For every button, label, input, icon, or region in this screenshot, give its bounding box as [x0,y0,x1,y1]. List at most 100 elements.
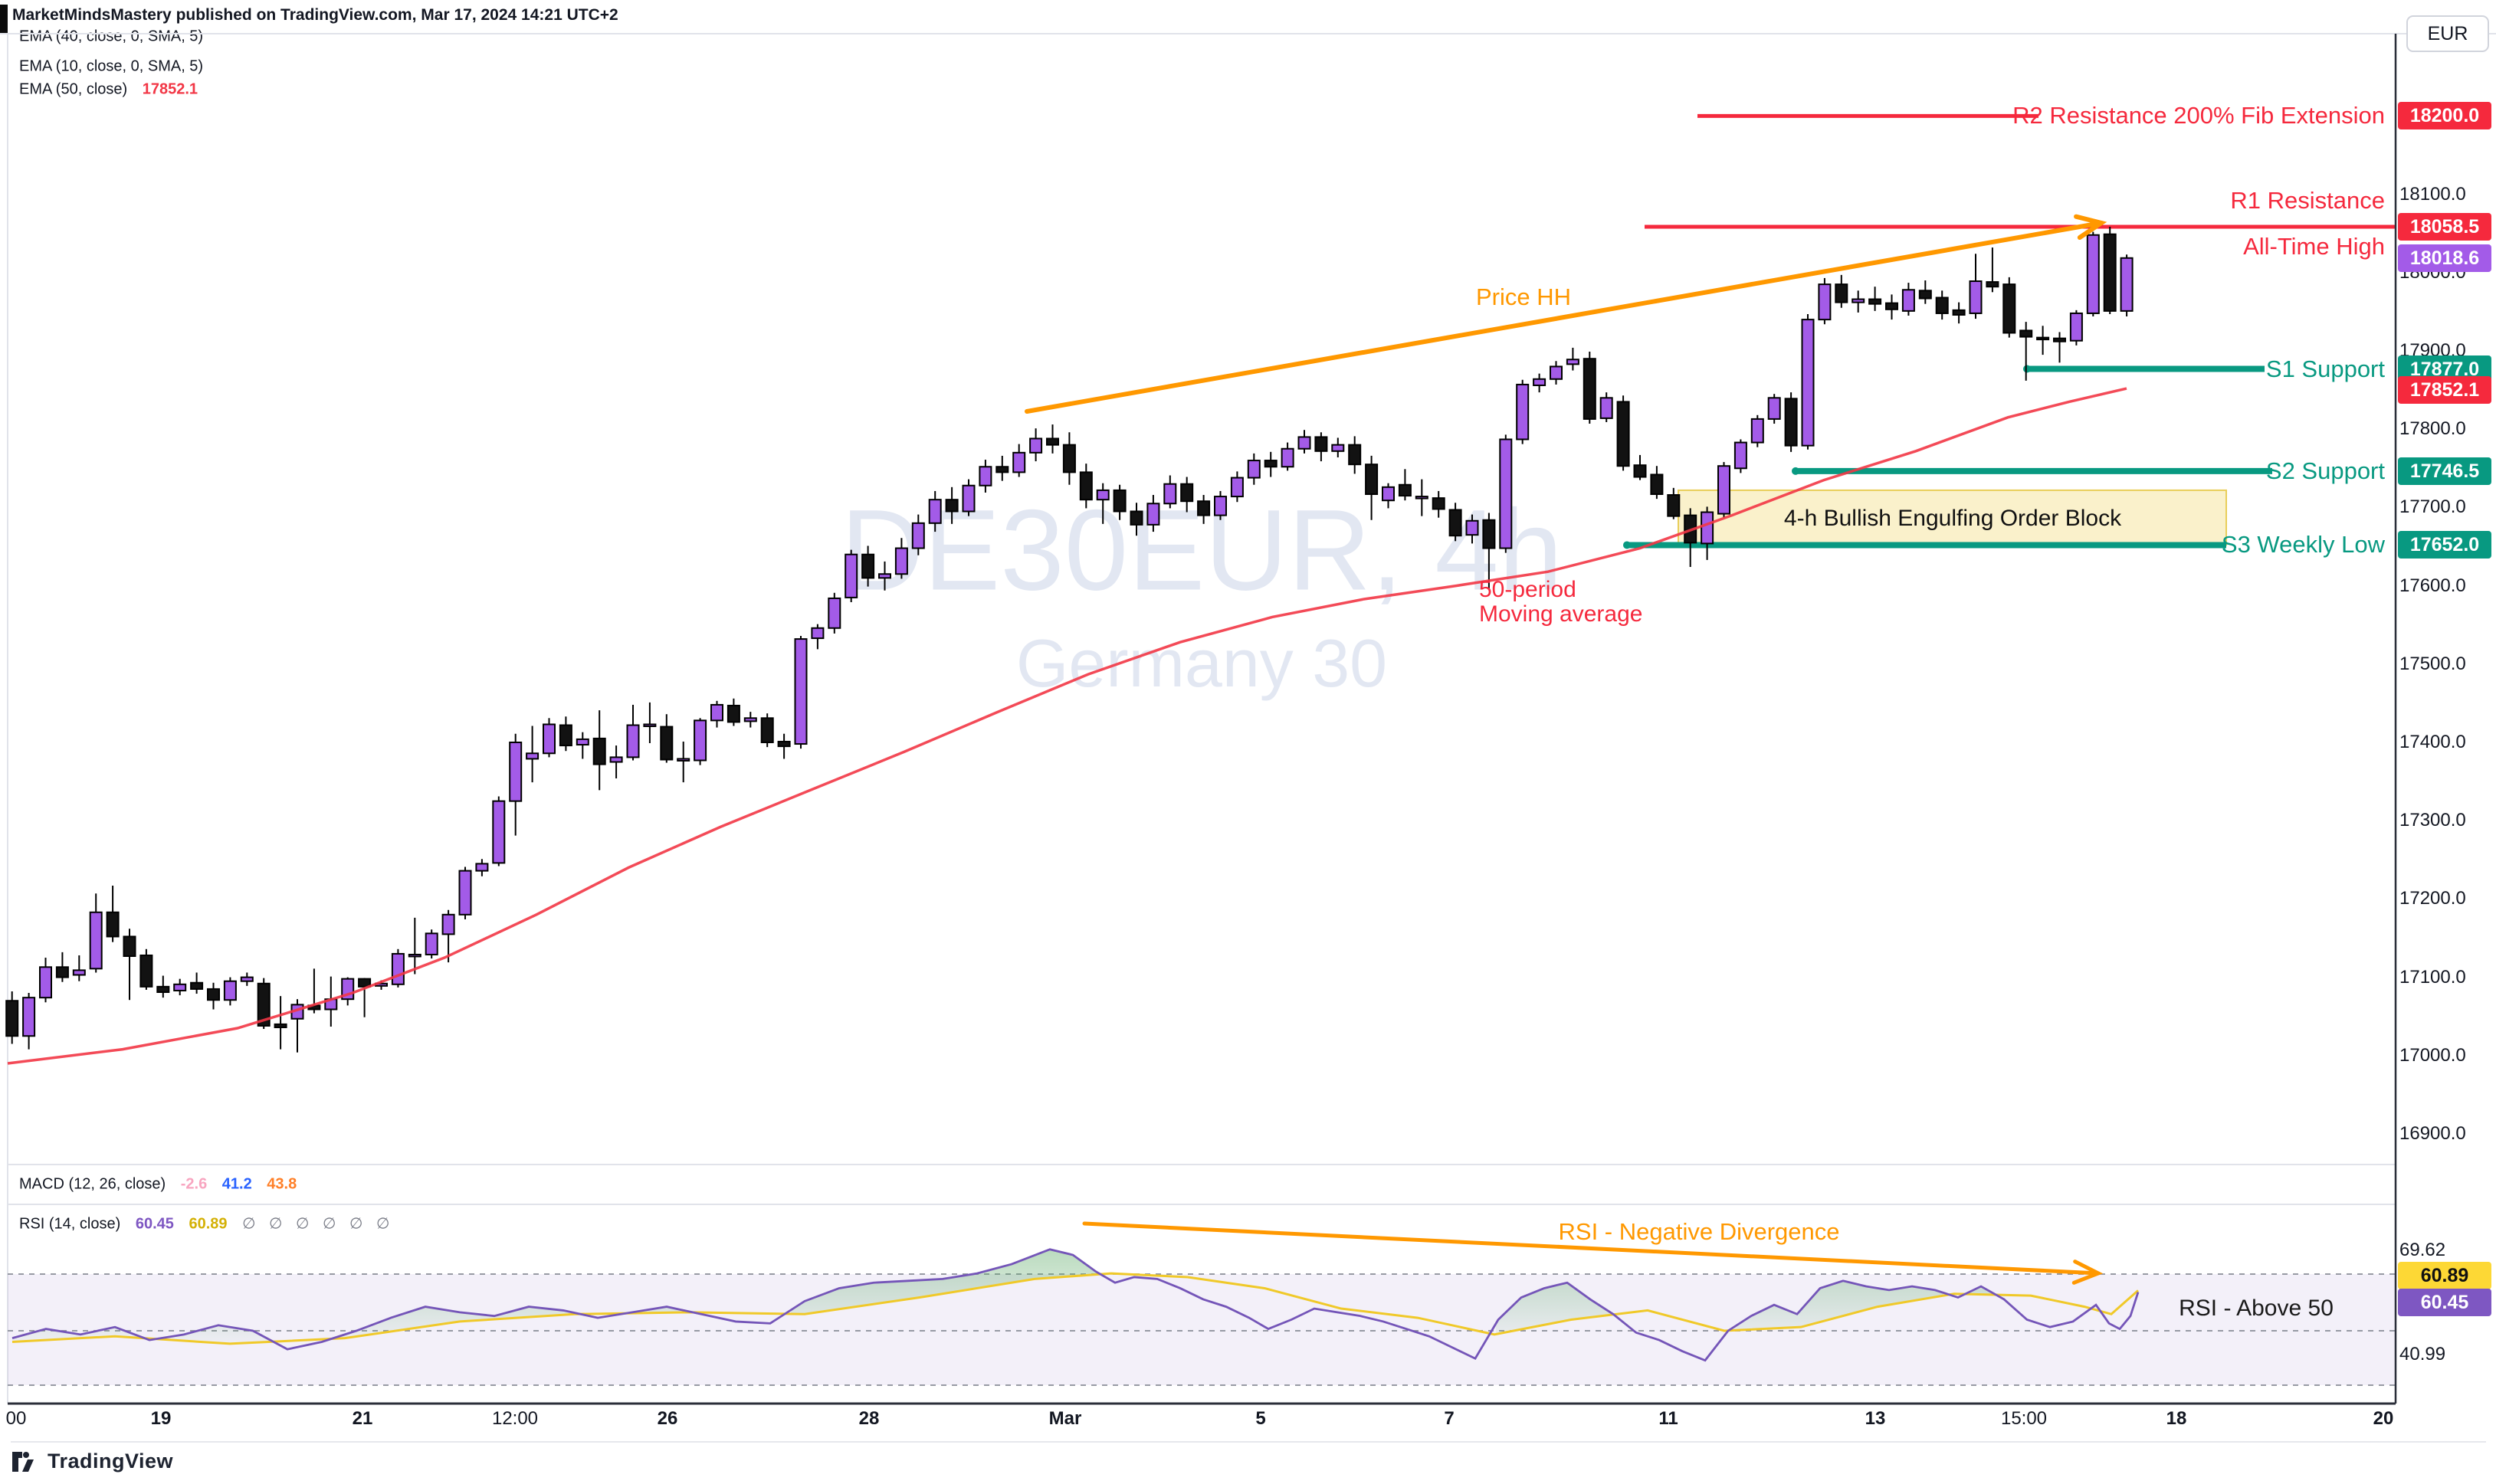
tradingview-logo-text: TradingView [48,1450,174,1473]
price-tick-label: 17000.0 [2399,1045,2466,1066]
candle-body [2002,283,2016,334]
candle-body [726,704,740,723]
footer-divider [11,1441,2486,1443]
legend-ema50[interactable]: EMA (50, close) 17852.1 [19,81,198,99]
rsi-value-badge: 60.45 [2398,1289,2491,1316]
legend-rsi-label: RSI (14, close) [19,1215,121,1233]
price-tick-label: 16900.0 [2399,1123,2466,1144]
candle-body [1146,503,1160,526]
candle-body [1733,441,1747,470]
candle-body [1986,281,1999,288]
candle-body [156,985,170,994]
candle-body [1767,397,1781,420]
candle-body [828,597,841,629]
candle-body [274,1023,287,1028]
candle-body [945,499,959,513]
level-line-start-marker [1792,467,1799,475]
corner-mark [0,5,8,34]
time-tick-label: 12:00 [491,1408,539,1429]
legend-rsi-empty-slots: ∅ ∅ ∅ ∅ ∅ ∅ [242,1215,395,1233]
candle-body [845,553,858,598]
candle-body [526,752,540,760]
candle-body [1533,378,1546,386]
candle-body [123,935,136,957]
candle-body [1365,464,1379,496]
candle-body [207,988,220,1001]
legend-rsi[interactable]: RSI (14, close) 60.45 60.89 ∅ ∅ ∅ ∅ ∅ ∅ [19,1214,394,1233]
price-hh-trendline [1025,221,2104,414]
candle-body [2036,336,2050,341]
candle-body [1901,289,1915,312]
candle-body [441,913,455,935]
candle-body [1465,519,1479,536]
candle-body [1835,283,1848,303]
price-tick-label: 18100.0 [2399,184,2466,205]
order-block-label: 4-h Bullish Engulfing Order Block [1783,506,2122,531]
price-level-badge: 17746.5 [2398,457,2491,485]
price-level-badge: 18058.5 [2398,213,2491,241]
candle-body [962,484,976,513]
time-tick-label: 20 [2373,1408,2394,1429]
candle-body [1969,280,1983,314]
candle-body [1130,510,1143,526]
price-level-badge: 17852.1 [2398,376,2491,404]
price-tick-label: 17300.0 [2399,810,2466,830]
candle-body [1448,509,1462,537]
price-tick-label: 17100.0 [2399,967,2466,988]
candle-body [1314,436,1328,452]
candle-body [894,547,908,575]
candle-body [1633,464,1647,478]
legend-ema10[interactable]: EMA (10, close, 0, SMA, 5) [19,58,203,76]
time-tick-label: 7 [1444,1408,1455,1429]
candle-body [1482,519,1496,549]
candle-body [475,863,489,872]
candle-body [643,723,657,727]
candle-body [811,627,825,640]
candle-body [1566,359,1579,365]
candle-body [1046,437,1059,446]
price-tick-label: 17600.0 [2399,575,2466,596]
level-line-start-marker [2023,365,2031,373]
candle-body [1650,473,1664,496]
candle-body [1113,489,1127,513]
level-line-start-marker [1623,541,1631,549]
candle-body [1717,465,1730,515]
candle-body [1029,437,1043,454]
s2-support-label: S2 Support [2265,457,2385,484]
time-tick-label: Mar [1048,1408,1082,1429]
price-hh-trendline-arrowhead [2074,214,2107,241]
candle-body [543,723,556,755]
s1-support-label: S1 Support [2265,355,2385,382]
candle-body [1599,397,1613,419]
legend-macd[interactable]: MACD (12, 26, close) -2.6 41.2 43.8 [19,1176,297,1194]
legend-macd-value-macd: 41.2 [221,1175,252,1193]
tradingview-logo[interactable]: TradingView [12,1450,173,1473]
candle-body [1297,436,1311,450]
price-tick-label: 17500.0 [2399,654,2466,674]
candle-body [995,466,1009,473]
price-tick-label: 17800.0 [2399,418,2466,439]
candle-body [55,966,69,978]
legend-macd-label: MACD (12, 26, close) [19,1175,166,1193]
tradingview-logo-icon [12,1451,34,1472]
time-tick-label: 21 [352,1408,373,1429]
price-level-badge: 18018.6 [2398,244,2491,272]
candle-body [391,952,405,985]
candle-body [1264,460,1278,468]
candle-body [1885,302,1898,310]
legend-ema40[interactable]: EMA (40, close, 0, SMA, 5) [19,28,203,46]
currency-button[interactable]: EUR [2406,15,2489,52]
candle-body [777,740,791,748]
candle-body [1281,447,1294,468]
candle-body [1062,444,1076,473]
rsi-divergence-trendline [1082,1221,2101,1276]
candle-body [743,717,757,722]
candle-body [878,573,891,579]
candle-body [358,978,372,988]
time-tick-label: 19 [150,1408,172,1429]
rsi-ma-cross-fill [791,1250,1097,1315]
time-tick-label: 26 [657,1408,678,1429]
candle-body [861,553,875,579]
